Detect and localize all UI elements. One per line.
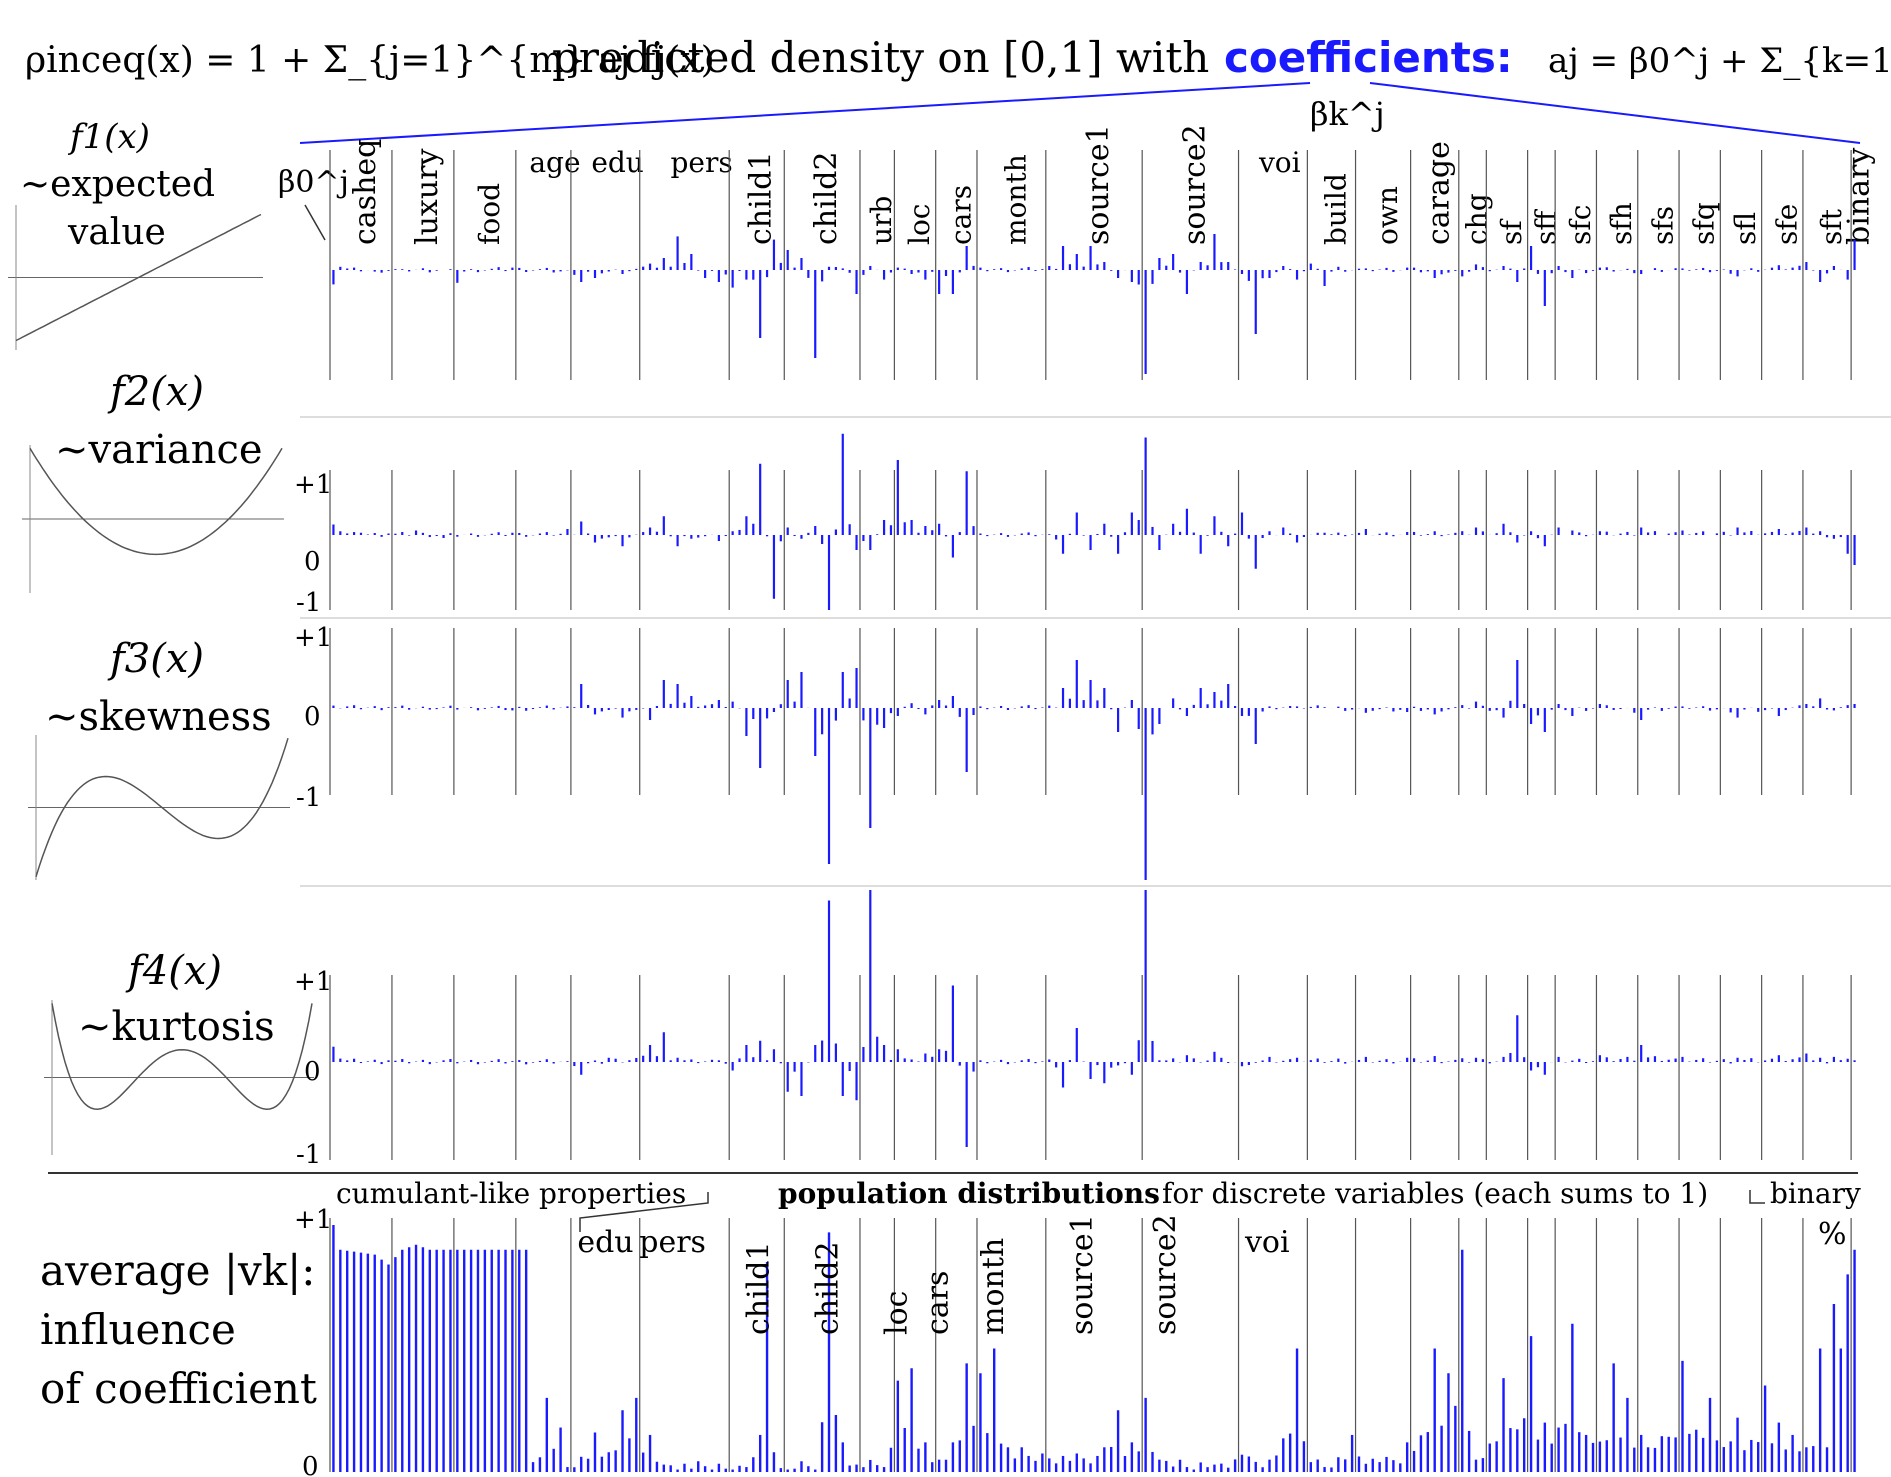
bottom-group-label-child1: child1 [742, 1241, 777, 1335]
group-label-age: age [529, 146, 580, 179]
bottom-title-binary: binary [1770, 1177, 1861, 1210]
group-label-edu: edu [591, 146, 644, 179]
f3-tick-minus: -1 [296, 783, 321, 813]
bottom-title-cumulant: cumulant-like properties [336, 1177, 686, 1210]
bottom-group-label-voi: voi [1244, 1225, 1290, 1260]
f2-mini-curve [29, 447, 283, 556]
group-label-cars: cars [944, 185, 977, 245]
bars-f4 [329, 890, 1856, 1160]
f4-mini-curve [51, 1003, 313, 1111]
f2-desc: ~variance [55, 427, 263, 473]
f3-label: f3(x) [107, 636, 204, 682]
avg-label-1: average |vk|: [40, 1246, 315, 1295]
group-label-child1: child1 [744, 151, 779, 245]
header-mid-text: predicted density on [0,1] with [552, 33, 1209, 82]
group-label-carage: carage [1422, 141, 1457, 245]
bottom-title-populations-rest: for discrete variables (each sums to 1) [1162, 1177, 1708, 1210]
group-label-luxury: luxury [410, 149, 445, 245]
group-label-source2: source2 [1177, 124, 1212, 245]
group-label-sfl: sfl [1729, 212, 1762, 245]
bars-f1 [329, 150, 1856, 380]
bottom-group-label-source1: source1 [1065, 1214, 1100, 1335]
beta-0-arrow [304, 204, 326, 241]
f4-label: f4(x) [125, 948, 222, 994]
group-label-pers: pers [670, 146, 732, 179]
f2-tick-minus: -1 [296, 588, 321, 618]
group-label-casheq: casheq [348, 139, 383, 245]
f1-label: f1(x) [67, 117, 150, 157]
bottom-title-populations-bold: population distributions [778, 1177, 1160, 1210]
basis-function-mini-plots [8, 205, 314, 1155]
f2-tick-zero: 0 [304, 547, 321, 577]
bracket-line-right [1369, 82, 1861, 144]
group-label-chg: chg [1461, 193, 1494, 245]
bracket-line-left [299, 82, 1311, 144]
group-label-food: food [473, 183, 506, 245]
f3-tick-plus: +1 [294, 623, 332, 653]
group-label-sfq: sfq [1688, 202, 1721, 245]
f3-desc: ~skewness [45, 694, 272, 740]
group-label-urb: urb [865, 196, 898, 245]
group-label-sfc: sfc [1564, 205, 1597, 245]
bottom-group-labels: edu pers child1 child2 loc cars month source1 so… [577, 1214, 1289, 1335]
left-panels: f1(x) ~expected value f2(x) ~variance f3… [8, 117, 314, 1155]
avg-tick-zero: 0 [302, 1452, 319, 1477]
f1-desc: ~expected [20, 164, 215, 205]
group-label-sff: sff [1529, 209, 1562, 245]
bottom-percent-label: % [1818, 1217, 1847, 1252]
bottom-bracket-left [579, 1192, 709, 1232]
beta-k-label: βk^j [1310, 95, 1385, 133]
avg-label-2: influence [40, 1305, 236, 1354]
beta-0-label: β0^j [278, 165, 349, 200]
group-label-child2: child2 [809, 151, 844, 245]
group-label-sft: sft [1815, 208, 1848, 245]
bottom-group-label-cars: cars [921, 1271, 956, 1335]
f1-mini-curve [15, 213, 262, 342]
f3-tick-zero: 0 [304, 702, 321, 732]
header-coefficients: coefficients: [1224, 33, 1513, 82]
group-label-binary: binary [1842, 148, 1877, 245]
avg-tick-top: +1 [294, 1205, 332, 1235]
bottom-group-label-month: month [976, 1238, 1011, 1335]
f4-tick-minus: -1 [296, 1140, 321, 1170]
bottom-group-label-loc: loc [879, 1291, 914, 1335]
f4-desc: ~kurtosis [78, 1004, 275, 1050]
bottom-group-label-pers: pers [639, 1225, 706, 1260]
f4-tick-zero: 0 [304, 1057, 321, 1087]
f4-tick-plus: +1 [294, 967, 332, 997]
group-label-sfs: sfs [1646, 206, 1679, 245]
avg-label-3: of coefficient [40, 1364, 317, 1413]
header-formula-left: ρinceq(x) = 1 + Σ_{j=1}^{m} aj fj(x) [25, 40, 715, 81]
group-label-own: own [1371, 186, 1404, 245]
bottom-group-label-edu: edu [577, 1225, 633, 1260]
f3-mini-curve [35, 737, 289, 878]
f2-label: f2(x) [107, 369, 204, 415]
f2-tick-plus: +1 [294, 470, 332, 500]
f1-desc2: value [67, 212, 166, 253]
group-label-sf: sf [1495, 218, 1528, 245]
bars-average-influence [329, 1218, 1856, 1472]
group-label-build: build [1319, 173, 1352, 245]
group-label-source1: source1 [1081, 124, 1116, 245]
bars-f2 [329, 433, 1856, 610]
group-label-voi: voi [1258, 146, 1301, 179]
group-label-sfe: sfe [1770, 204, 1803, 245]
bars-f3 [329, 628, 1856, 880]
group-label-sfh: sfh [1605, 202, 1638, 245]
group-label-month: month [999, 154, 1032, 245]
bottom-bracket-right [1749, 1190, 1765, 1204]
bottom-group-label-source2: source2 [1148, 1214, 1183, 1335]
bottom-group-label-child2: child2 [811, 1241, 846, 1335]
header-formula-right: aj = β0^j + Σ_{k=1}^{222} βk^j vk [1548, 41, 1891, 81]
group-label-loc: loc [903, 204, 936, 246]
